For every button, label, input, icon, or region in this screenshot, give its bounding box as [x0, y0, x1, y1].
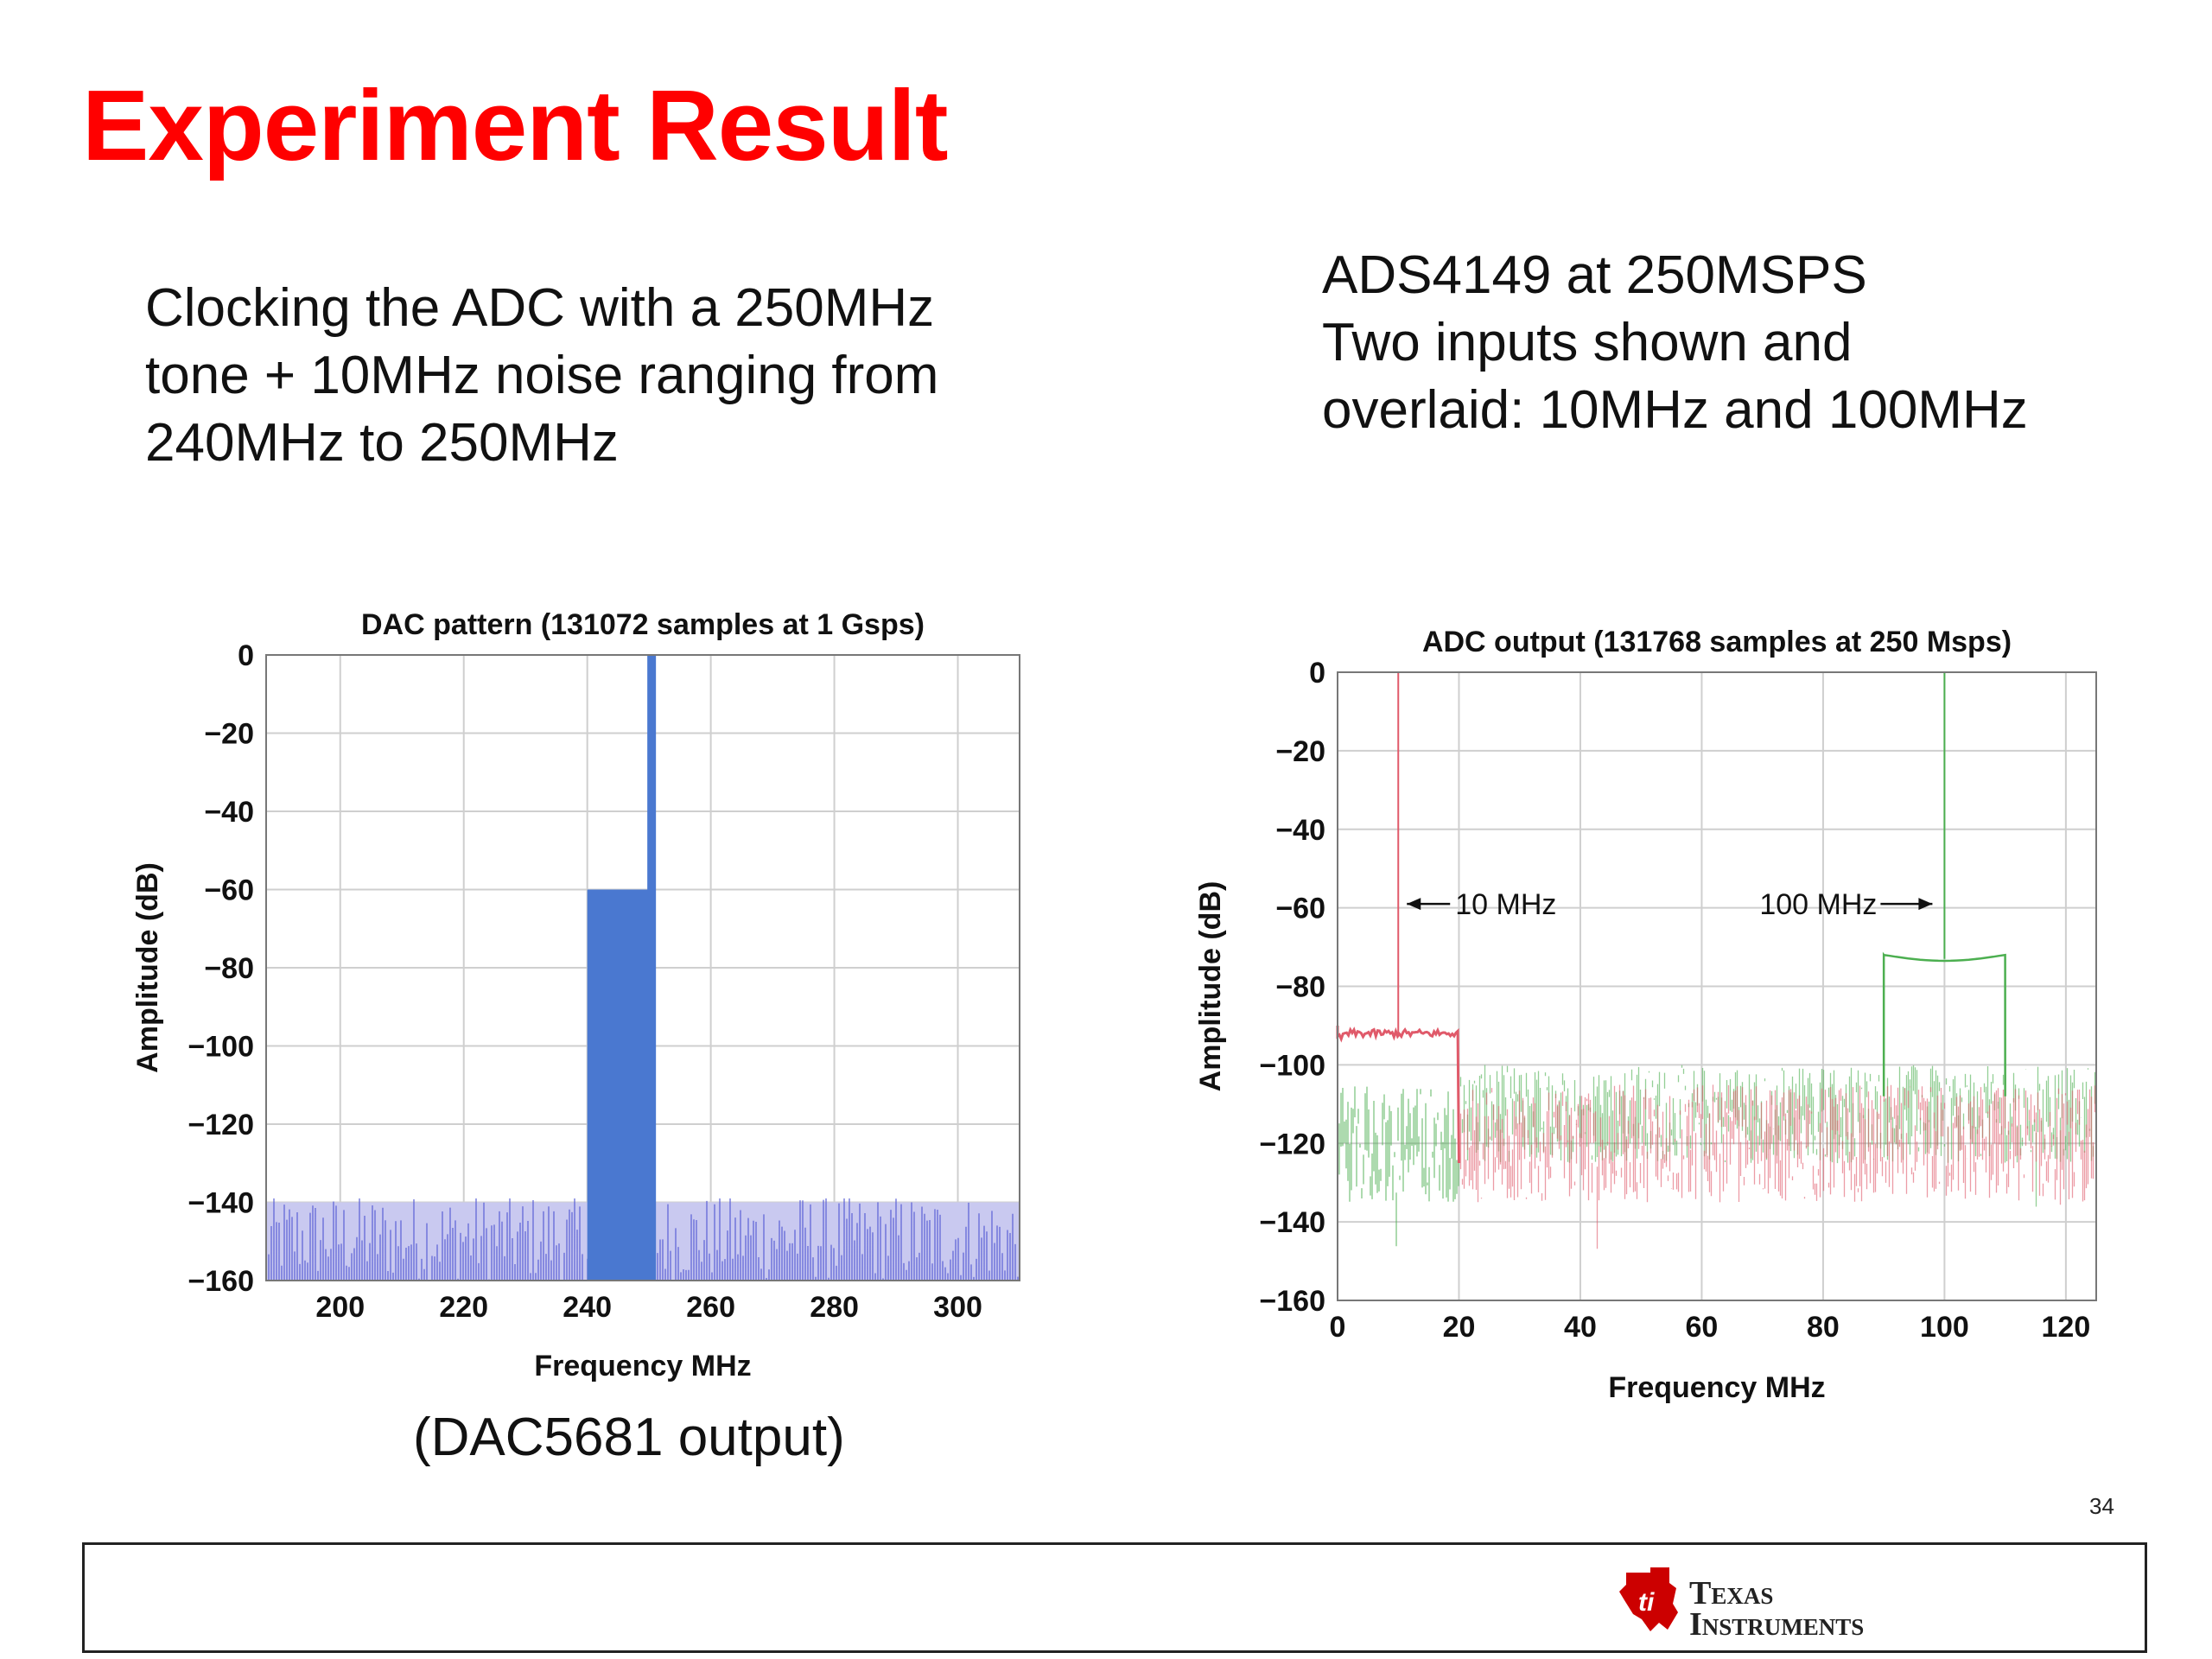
- tone-250mhz-bar: [647, 655, 657, 1281]
- y-tick-label: −140: [188, 1187, 254, 1220]
- annotation-label-100mhz: 100 MHz: [1759, 888, 1877, 921]
- right-text-line: overlaid: 10MHz and 100MHz: [1322, 380, 2028, 440]
- logo-word-instruments: Instruments: [1689, 1606, 1865, 1643]
- svg-text:ti: ti: [1638, 1588, 1655, 1617]
- y-tick-label: −80: [204, 952, 254, 985]
- y-tick-label: −20: [204, 718, 254, 751]
- x-tick-label: 300: [933, 1291, 982, 1324]
- y-tick-label: 0: [1309, 657, 1325, 690]
- x-axis-label: Frequency MHz: [534, 1350, 751, 1382]
- x-tick-label: 100: [1920, 1311, 1969, 1344]
- y-axis-label: Amplitude (dB): [131, 862, 164, 1073]
- left-text-line: 240MHz to 250MHz: [145, 413, 619, 473]
- y-tick-label: −140: [1259, 1206, 1325, 1239]
- ti-logo-icon: ti: [1619, 1567, 1678, 1631]
- logo-word-texas: Texas: [1689, 1575, 1774, 1611]
- y-axis-label: Amplitude (dB): [1194, 881, 1227, 1092]
- left-text-line: Clocking the ADC with a 250MHz: [145, 278, 935, 338]
- slide-title: Experiment Result: [82, 69, 949, 181]
- x-tick-label: 120: [2042, 1311, 2091, 1344]
- x-tick-label: 60: [1686, 1311, 1719, 1344]
- y-tick-label: −160: [1259, 1285, 1325, 1318]
- x-tick-label: 80: [1807, 1311, 1840, 1344]
- chart-title: DAC pattern (131072 samples at 1 Gsps): [361, 608, 925, 641]
- noise-band-bar: [587, 889, 650, 1281]
- y-tick-label: −80: [1275, 971, 1325, 1004]
- chart-title: ADC output (131768 samples at 250 Msps): [1422, 626, 2012, 658]
- chart-caption: (DAC5681 output): [413, 1408, 845, 1467]
- left-description: Clocking the ADC with a 250MHz tone + 10…: [145, 275, 938, 477]
- x-tick-label: 0: [1330, 1311, 1346, 1344]
- x-tick-label: 260: [686, 1291, 735, 1324]
- x-tick-label: 220: [439, 1291, 488, 1324]
- y-tick-label: −40: [204, 796, 254, 829]
- y-tick-label: −100: [1259, 1049, 1325, 1082]
- green-spur-band: [1882, 951, 2006, 1096]
- adc-output-chart: 0 20 40 60 80 100 120 0 −20 −40 −60 −80 −100 −120 −140…: [1194, 626, 2097, 1404]
- x-tick-label: 20: [1443, 1311, 1476, 1344]
- y-tick-label: −60: [204, 874, 254, 907]
- red-spur-band: [1336, 1025, 1460, 1163]
- y-tick-label: −60: [1275, 893, 1325, 925]
- x-tick-label: 240: [563, 1291, 612, 1324]
- y-tick-label: −160: [188, 1265, 254, 1298]
- page-number: 34: [2089, 1493, 2114, 1519]
- y-tick-label: −120: [1259, 1128, 1325, 1160]
- right-description: ADS4149 at 250MSPS Two inputs shown and …: [1322, 242, 2028, 444]
- annotation-label-10mhz: 10 MHz: [1455, 888, 1556, 921]
- y-tick-label: −120: [188, 1109, 254, 1141]
- footer-bar: [82, 1542, 2147, 1653]
- x-axis-label: Frequency MHz: [1608, 1371, 1825, 1404]
- y-tick-label: −20: [1275, 735, 1325, 768]
- y-tick-label: −40: [1275, 814, 1325, 847]
- x-tick-label: 200: [315, 1291, 365, 1324]
- left-text-line: tone + 10MHz noise ranging from: [145, 346, 939, 405]
- right-text-line: Two inputs shown and: [1322, 313, 1853, 372]
- y-tick-label: 0: [238, 639, 254, 672]
- x-tick-label: 280: [810, 1291, 859, 1324]
- annotation-arrowhead: [1918, 898, 1933, 911]
- annotation-arrowhead: [1407, 898, 1421, 911]
- y-tick-label: −100: [188, 1031, 254, 1064]
- dac-pattern-chart: 200 220 240 260 280 300 0 −20 −40 −60 −80 −100 −120 −…: [131, 608, 1020, 1382]
- x-tick-label: 40: [1564, 1311, 1597, 1344]
- right-text-line: ADS4149 at 250MSPS: [1322, 245, 1867, 305]
